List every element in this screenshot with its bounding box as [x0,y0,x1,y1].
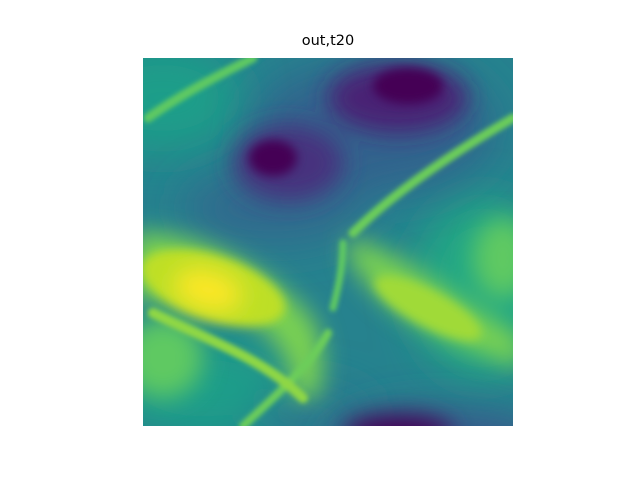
field-vortex-core-top [373,68,443,104]
field-region-upper-left [143,58,243,153]
filament-right-diagonal [348,113,513,238]
field-hotspot [173,268,243,312]
heatmap-field [143,58,513,426]
filament-top-left [143,58,258,123]
filament-center [329,239,347,312]
heatmap [143,58,513,426]
field-warm-patch-left [143,318,203,398]
filament-lower-arc [148,308,308,403]
field-hot-streak [374,275,482,341]
field-vortex-bottom [347,415,449,426]
plot-title: out,t20 [301,33,355,49]
field-vortex-core-left [249,140,297,176]
field-warm-patch-right [473,218,513,298]
field-region-bottom [253,388,373,426]
